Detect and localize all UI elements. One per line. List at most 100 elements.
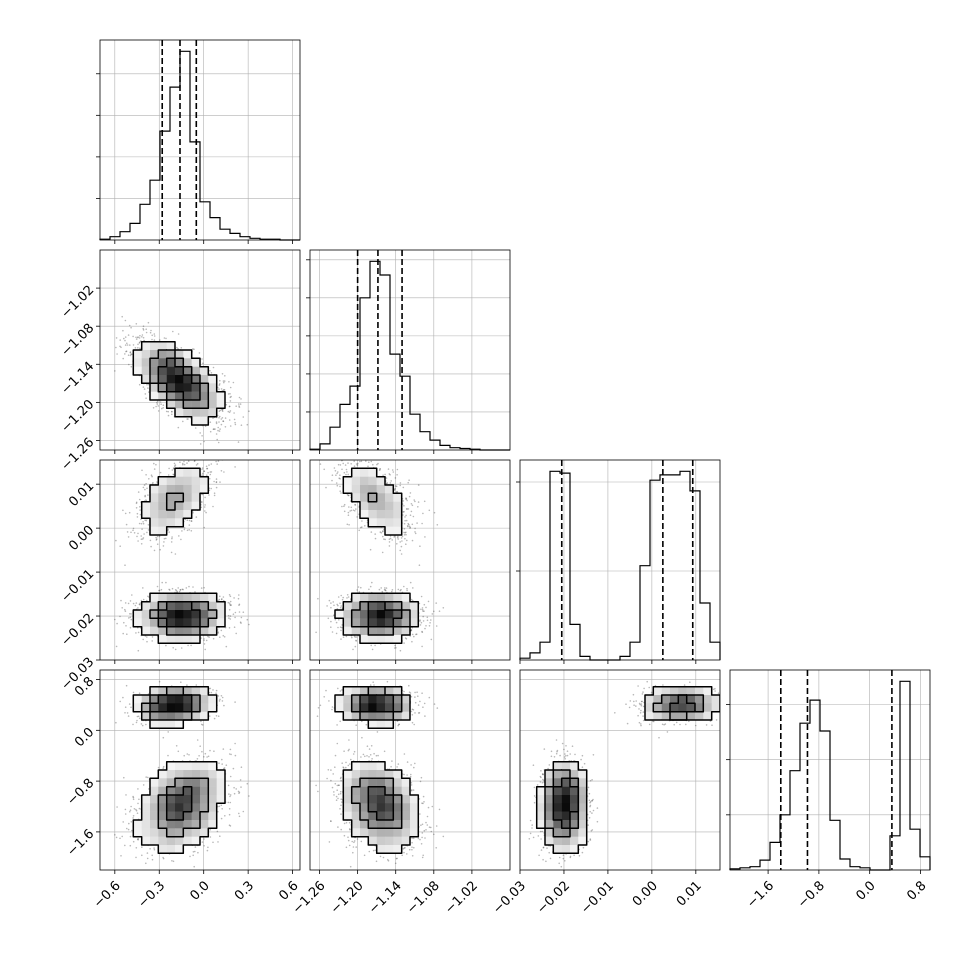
sample-point xyxy=(165,337,167,340)
sample-point xyxy=(205,511,207,514)
sample-point xyxy=(229,600,232,603)
density-cell xyxy=(351,468,361,477)
density-cell xyxy=(385,695,394,704)
density-cell xyxy=(578,770,587,779)
density-cell xyxy=(200,601,209,611)
sample-point xyxy=(574,753,576,756)
sample-point xyxy=(230,753,232,756)
density-cell xyxy=(553,803,562,812)
sample-point xyxy=(229,386,232,389)
density-cell xyxy=(175,468,184,477)
sample-point xyxy=(155,539,158,541)
sample-point xyxy=(369,754,372,756)
density-cell xyxy=(200,703,209,712)
sample-point xyxy=(561,742,564,745)
sample-point xyxy=(147,494,149,496)
sample-point xyxy=(635,700,637,702)
density-cell xyxy=(360,711,369,721)
sample-point xyxy=(397,763,400,765)
density-cell xyxy=(678,686,687,696)
density-cell xyxy=(393,803,402,812)
density-cell xyxy=(553,778,562,787)
panel-frame xyxy=(519,459,721,661)
density-cell xyxy=(200,803,209,812)
sample-point xyxy=(161,407,163,410)
density-cell xyxy=(166,510,176,519)
density-cell xyxy=(133,820,142,829)
sample-point xyxy=(172,330,174,333)
sample-point xyxy=(589,838,592,840)
sample-point xyxy=(151,640,153,642)
density-cell xyxy=(360,485,369,494)
sample-point xyxy=(583,762,586,765)
sample-point xyxy=(589,801,591,804)
density-cell xyxy=(175,626,184,636)
sample-point xyxy=(221,763,223,765)
sample-point xyxy=(180,647,183,649)
density-cell xyxy=(661,686,671,696)
histogram-step xyxy=(99,50,300,241)
sample-point xyxy=(343,505,345,508)
sample-point xyxy=(179,588,182,591)
sample-point xyxy=(345,468,348,471)
sample-point xyxy=(222,748,225,750)
density-cell xyxy=(208,610,217,619)
sample-point xyxy=(411,789,413,791)
density-cell xyxy=(368,635,377,644)
sample-point xyxy=(351,636,353,639)
sample-point xyxy=(384,473,386,476)
sample-point xyxy=(216,463,218,465)
density-cell xyxy=(150,703,159,712)
sample-point xyxy=(130,353,132,355)
sample-point xyxy=(219,379,221,382)
density-cell xyxy=(200,375,209,384)
sample-point xyxy=(179,589,182,591)
sample-point xyxy=(151,334,153,337)
density-cell xyxy=(385,518,394,527)
sample-point xyxy=(177,587,179,589)
sample-point xyxy=(356,516,358,518)
sample-point xyxy=(142,784,145,786)
sample-point xyxy=(246,782,249,785)
sample-point xyxy=(219,428,221,430)
x-tick-label: −1.08 xyxy=(404,878,443,917)
x-tick-label: −1.20 xyxy=(328,878,367,917)
sample-point xyxy=(122,357,124,360)
sample-point xyxy=(423,500,426,503)
density-cell xyxy=(578,786,587,796)
density-cell xyxy=(368,836,377,846)
sample-point xyxy=(396,468,399,471)
sample-point xyxy=(97,323,99,325)
sample-point xyxy=(334,766,336,768)
sample-point xyxy=(218,417,220,419)
sample-point xyxy=(423,801,425,803)
sample-point xyxy=(217,841,219,843)
sample-point xyxy=(242,416,245,418)
sample-point xyxy=(347,836,349,838)
sample-point xyxy=(146,531,148,534)
density-cell xyxy=(216,778,226,787)
sample-point xyxy=(208,477,211,480)
density-cell xyxy=(385,485,394,494)
sample-point xyxy=(639,703,641,706)
sample-point xyxy=(316,715,319,717)
sample-point xyxy=(155,536,157,539)
sample-point xyxy=(395,647,397,649)
sample-point xyxy=(162,545,165,547)
density-cell xyxy=(150,711,159,721)
sample-point xyxy=(215,689,218,692)
sample-point xyxy=(215,460,217,463)
x-tick-label: −0.03 xyxy=(490,878,529,917)
sample-point xyxy=(151,636,154,638)
histogram-1 xyxy=(306,249,511,451)
sample-point xyxy=(186,519,189,521)
sample-point xyxy=(212,505,214,508)
density-cell xyxy=(208,778,217,787)
sample-point xyxy=(221,417,224,419)
sample-point xyxy=(345,761,347,764)
sample-point xyxy=(341,762,344,764)
sample-point xyxy=(194,850,196,853)
sample-point xyxy=(410,773,412,776)
sample-point xyxy=(360,460,363,463)
density-cell xyxy=(393,811,402,821)
